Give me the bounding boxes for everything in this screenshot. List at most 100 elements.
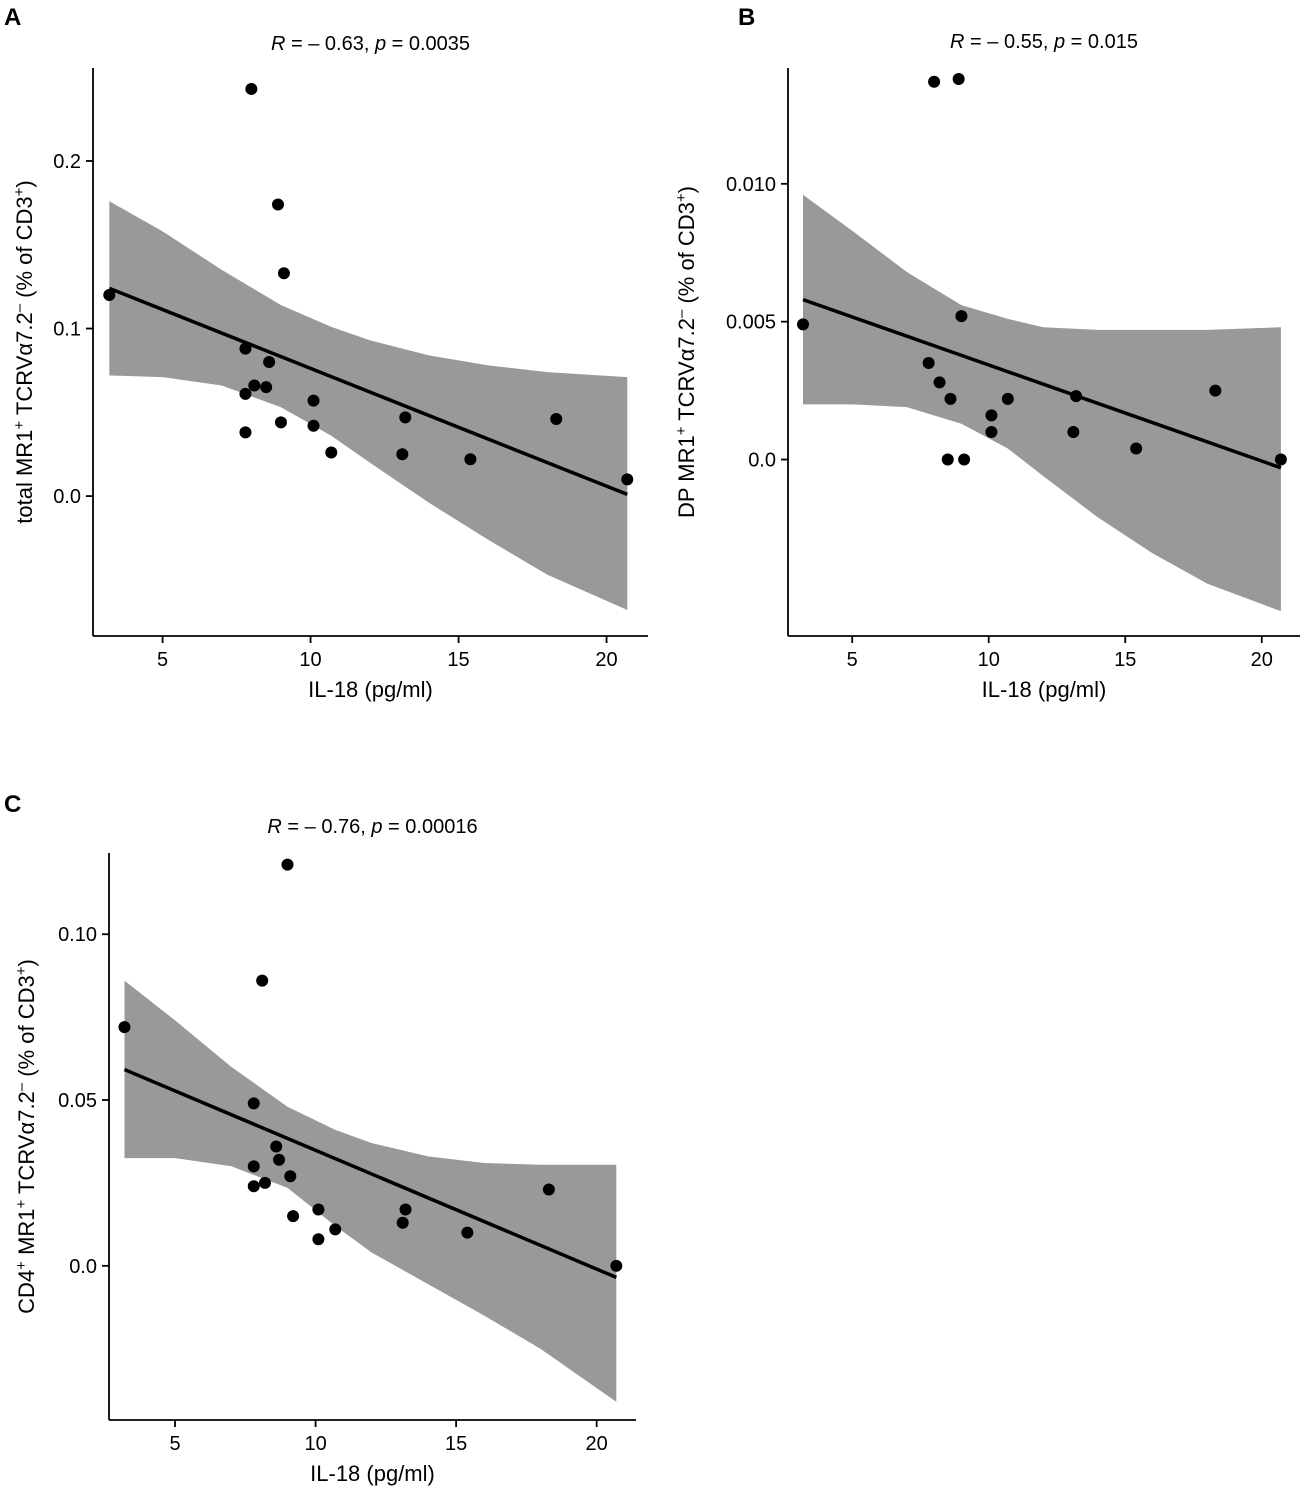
y-label-superscript: – [11, 303, 28, 312]
x-tick-label: 15 [1114, 649, 1136, 671]
data-point [952, 73, 965, 86]
x-axis-label: IL-18 (pg/ml) [310, 1461, 435, 1486]
y-label-superscript: + [673, 426, 690, 435]
data-point [247, 1160, 260, 1173]
y-label-superscript: – [673, 309, 690, 318]
y-label-part: MR1 [14, 1208, 39, 1261]
y-label-part: DP MR1 [674, 435, 699, 518]
y-axis-label: total MR1+ TCRVα7.2– (% of CD3+) [11, 180, 38, 523]
data-point [258, 1176, 271, 1189]
data-point [542, 1183, 555, 1196]
regression-line [123, 1067, 618, 1280]
data-point [941, 453, 954, 466]
data-point [1067, 425, 1080, 438]
y-tick-label: 0.0 [748, 450, 776, 472]
data-point [270, 1140, 283, 1153]
regression-line [108, 286, 628, 497]
stat-r-value: = – 0.76, [282, 816, 372, 838]
stat-r-label: R [271, 33, 285, 55]
data-point [118, 1021, 131, 1034]
panel-a: A R = – 0.63, p = 0.0035 5 10 15 20 0.0 0.1 0.2 I… [4, 4, 648, 702]
data-point [312, 1233, 325, 1246]
data-point [307, 394, 320, 407]
data-point [797, 318, 810, 331]
stat-p-value: = 0.0035 [386, 33, 470, 55]
x-tick-label: 15 [445, 1433, 467, 1455]
y-label-part: (% of CD3 [12, 196, 37, 304]
x-tick-label: 10 [978, 649, 1000, 671]
y-label-part: CD4 [14, 1270, 39, 1314]
y-tick-label: 0.10 [58, 924, 97, 946]
data-point [933, 376, 946, 389]
data-point [1130, 442, 1143, 455]
stat-title: R = – 0.63, p = 0.0035 [271, 33, 470, 55]
data-point [955, 310, 968, 323]
data-point [247, 1180, 260, 1193]
data-point [325, 446, 338, 459]
data-point [260, 381, 273, 394]
x-tick-label: 20 [586, 1433, 608, 1455]
x-tick-label: 20 [595, 649, 617, 671]
y-tick-label: 0.2 [53, 151, 81, 173]
data-point [307, 419, 320, 432]
y-label-superscript: + [11, 421, 28, 430]
data-point [985, 409, 998, 422]
y-tick-label: 0.005 [726, 312, 776, 334]
data-point [928, 75, 941, 88]
x-tick-label: 10 [299, 649, 321, 671]
y-label-superscript: + [673, 193, 690, 202]
data-point [958, 453, 971, 466]
y-label-part: TCRVα7.2 [14, 1091, 39, 1200]
data-point [272, 198, 284, 211]
data-point [247, 1097, 260, 1110]
y-tick-label: 0.010 [726, 174, 776, 196]
data-point [985, 425, 998, 438]
data-point [103, 289, 116, 302]
x-tick-label: 5 [169, 1433, 180, 1455]
stat-p-value: = 0.015 [1065, 31, 1138, 53]
data-point [399, 411, 412, 424]
data-point [284, 1170, 297, 1183]
y-label-part: ) [14, 959, 39, 966]
stat-r-value: = – 0.55, [964, 31, 1054, 53]
stat-title: R = – 0.55, p = 0.015 [950, 31, 1138, 53]
confidence-band [124, 980, 617, 1402]
panel-letter: C [4, 791, 21, 818]
data-point [464, 453, 477, 466]
data-point [396, 1216, 409, 1229]
data-point [245, 82, 258, 95]
data-point [621, 473, 634, 486]
data-point [239, 387, 252, 400]
y-label-part: total MR1 [12, 430, 37, 524]
stat-p-value: = 0.00016 [383, 816, 478, 838]
data-point [312, 1203, 325, 1216]
y-label-superscript: – [13, 1082, 30, 1091]
data-point [1274, 453, 1287, 466]
stat-r-value: = – 0.63, [285, 33, 375, 55]
data-point [396, 448, 409, 461]
y-label-superscript: + [13, 966, 30, 975]
y-label-part: (% of CD3 [674, 202, 699, 310]
x-axis-label: IL-18 (pg/ml) [982, 677, 1107, 702]
y-axis-label: CD4+ MR1+ TCRVα7.2– (% of CD3+) [13, 959, 40, 1314]
data-point [281, 858, 294, 871]
y-label-part: TCRVα7.2 [674, 318, 699, 427]
y-label-superscript: + [13, 1261, 30, 1270]
data-point [610, 1259, 623, 1272]
stat-p-label: p [1053, 31, 1065, 53]
data-point [239, 342, 252, 355]
confidence-band [803, 194, 1281, 612]
data-point [1001, 392, 1014, 405]
data-point [274, 416, 287, 429]
data-point [239, 426, 252, 439]
stat-title: R = – 0.76, p = 0.00016 [267, 816, 477, 838]
regression-line [802, 297, 1282, 470]
panel-b: B R = – 0.55, p = 0.015 5 10 15 20 0.0 0.005 0.0… [673, 4, 1300, 702]
panel-c: C R = – 0.76, p = 0.00016 5 10 15 20 0.0 0.05 0.… [4, 791, 636, 1486]
y-tick-label: 0.0 [53, 486, 81, 508]
data-point [461, 1226, 474, 1239]
y-label-part: ) [12, 180, 37, 187]
y-label-superscript: + [11, 187, 28, 196]
data-point [263, 356, 276, 369]
x-tick-label: 5 [847, 649, 858, 671]
